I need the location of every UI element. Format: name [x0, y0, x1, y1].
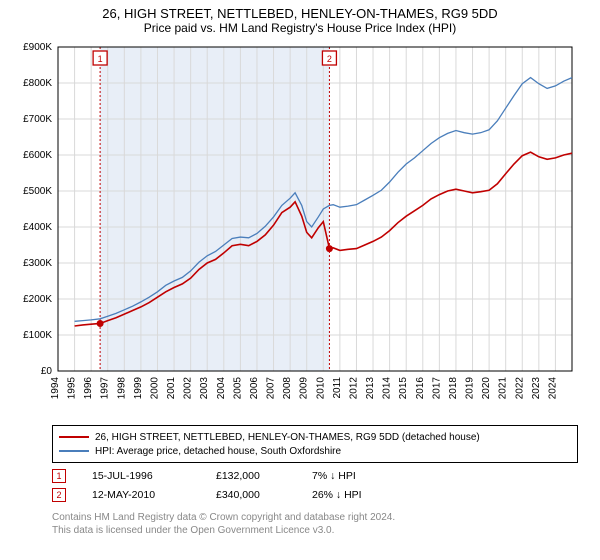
- svg-text:2021: 2021: [498, 377, 509, 400]
- marker-row: 2 12-MAY-2010 £340,000 26% ↓ HPI: [52, 488, 578, 502]
- attribution: Contains HM Land Registry data © Crown c…: [52, 511, 578, 537]
- svg-text:2: 2: [327, 54, 332, 64]
- svg-text:2017: 2017: [431, 377, 442, 400]
- svg-text:2004: 2004: [216, 377, 227, 400]
- marker-row: 1 15-JUL-1996 £132,000 7% ↓ HPI: [52, 469, 578, 483]
- legend-swatch: [59, 436, 89, 438]
- svg-text:1999: 1999: [133, 377, 144, 400]
- svg-text:1997: 1997: [100, 377, 111, 400]
- svg-text:£500K: £500K: [23, 186, 52, 197]
- svg-text:2009: 2009: [299, 377, 310, 400]
- svg-text:2013: 2013: [365, 377, 376, 400]
- chart-svg: £0 £100K £200K £300K £400K £500K £600K £700K £80…: [12, 41, 588, 421]
- legend-swatch: [59, 450, 89, 452]
- svg-text:2024: 2024: [547, 377, 558, 400]
- marker-date: 15-JUL-1996: [92, 470, 190, 482]
- svg-text:2019: 2019: [465, 377, 476, 400]
- svg-text:1: 1: [98, 54, 103, 64]
- svg-text:1995: 1995: [67, 377, 78, 400]
- svg-text:£400K: £400K: [23, 222, 52, 233]
- svg-text:2015: 2015: [398, 377, 409, 400]
- svg-text:2023: 2023: [531, 377, 542, 400]
- svg-text:2016: 2016: [415, 377, 426, 400]
- legend-row: HPI: Average price, detached house, Sout…: [59, 444, 571, 458]
- chart-container: 26, HIGH STREET, NETTLEBED, HENLEY-ON-TH…: [0, 0, 600, 560]
- svg-text:£0: £0: [41, 366, 53, 377]
- svg-text:2001: 2001: [166, 377, 177, 400]
- svg-text:£600K: £600K: [23, 150, 52, 161]
- svg-text:£100K: £100K: [23, 330, 52, 341]
- legend-label: HPI: Average price, detached house, Sout…: [95, 446, 341, 457]
- svg-text:2012: 2012: [348, 377, 359, 400]
- svg-text:1994: 1994: [50, 377, 61, 400]
- svg-text:2014: 2014: [382, 377, 393, 400]
- svg-text:£300K: £300K: [23, 258, 52, 269]
- svg-text:2002: 2002: [183, 377, 194, 400]
- svg-text:£200K: £200K: [23, 294, 52, 305]
- svg-text:2008: 2008: [282, 377, 293, 400]
- svg-text:2010: 2010: [315, 377, 326, 400]
- svg-text:2007: 2007: [266, 377, 277, 400]
- marker-id-box: 1: [52, 469, 66, 483]
- svg-text:£700K: £700K: [23, 114, 52, 125]
- marker-pct: 7% ↓ HPI: [312, 470, 402, 482]
- svg-text:2003: 2003: [199, 377, 210, 400]
- marker-pct: 26% ↓ HPI: [312, 489, 402, 501]
- markers-table: 1 15-JUL-1996 £132,000 7% ↓ HPI 2 12-MAY-2010…: [52, 469, 578, 507]
- attribution-line: Contains HM Land Registry data © Crown c…: [52, 511, 578, 524]
- svg-text:2005: 2005: [232, 377, 243, 400]
- marker-date: 12-MAY-2010: [92, 489, 190, 501]
- svg-text:2022: 2022: [514, 377, 525, 400]
- legend-row: 26, HIGH STREET, NETTLEBED, HENLEY-ON-TH…: [59, 430, 571, 444]
- svg-text:1998: 1998: [116, 377, 127, 400]
- svg-text:2018: 2018: [448, 377, 459, 400]
- attribution-line: This data is licensed under the Open Gov…: [52, 524, 578, 537]
- svg-text:1996: 1996: [83, 377, 94, 400]
- legend-box: 26, HIGH STREET, NETTLEBED, HENLEY-ON-TH…: [52, 425, 578, 463]
- chart-area: £0 £100K £200K £300K £400K £500K £600K £700K £80…: [12, 41, 588, 421]
- svg-text:2006: 2006: [249, 377, 260, 400]
- legend-label: 26, HIGH STREET, NETTLEBED, HENLEY-ON-TH…: [95, 432, 480, 443]
- chart-subtitle: Price paid vs. HM Land Registry's House …: [0, 21, 600, 35]
- marker-price: £340,000: [216, 489, 286, 501]
- svg-text:2000: 2000: [149, 377, 160, 400]
- title-block: 26, HIGH STREET, NETTLEBED, HENLEY-ON-TH…: [0, 0, 600, 37]
- marker-id-box: 2: [52, 488, 66, 502]
- svg-text:2011: 2011: [332, 377, 343, 399]
- svg-text:2020: 2020: [481, 377, 492, 400]
- marker-price: £132,000: [216, 470, 286, 482]
- svg-text:£900K: £900K: [23, 42, 52, 53]
- svg-text:£800K: £800K: [23, 78, 52, 89]
- chart-title: 26, HIGH STREET, NETTLEBED, HENLEY-ON-TH…: [0, 6, 600, 21]
